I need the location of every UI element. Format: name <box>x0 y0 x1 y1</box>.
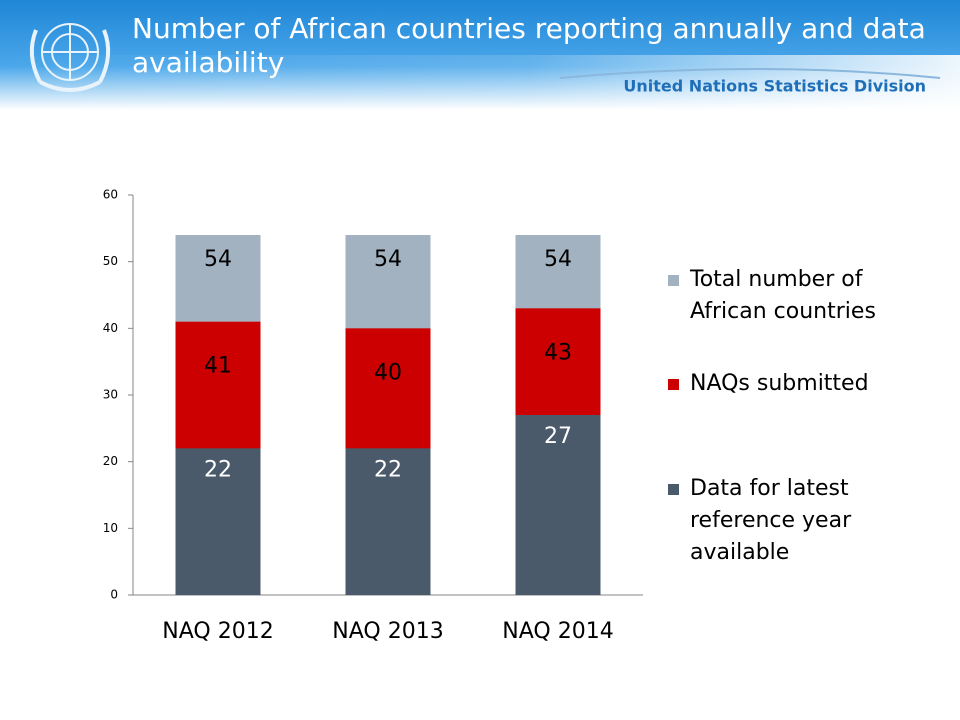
x-tick-label: NAQ 2012 <box>162 619 273 644</box>
chart-title: Number of African countries reporting an… <box>132 12 926 79</box>
y-tick-label: 0 <box>110 588 118 602</box>
y-tick-label: 10 <box>103 521 118 535</box>
x-tick-label: NAQ 2014 <box>502 619 613 644</box>
data-label: 27 <box>544 424 572 449</box>
data-label: 22 <box>204 457 232 482</box>
x-tick-label: NAQ 2013 <box>332 619 443 644</box>
data-label: 43 <box>544 340 572 365</box>
y-tick-label: 20 <box>103 454 118 468</box>
header-fade <box>0 55 960 110</box>
legend-swatch <box>668 484 679 495</box>
bar <box>175 448 261 595</box>
organization: United Nations Statistics Division <box>623 77 926 96</box>
legend-swatch <box>668 379 679 390</box>
bar <box>345 448 431 595</box>
data-label: 54 <box>374 247 402 272</box>
data-label: 41 <box>204 354 232 379</box>
swoosh <box>559 68 941 79</box>
y-tick-label: 40 <box>103 321 118 335</box>
bar <box>515 415 601 595</box>
legend-label: Total number of African countries <box>689 267 876 324</box>
un-logo <box>29 23 111 92</box>
data-label: 54 <box>544 247 572 272</box>
legend-label: NAQs submitted <box>690 371 869 396</box>
data-label: 40 <box>374 360 402 385</box>
legend-swatch <box>668 275 679 286</box>
y-tick-label: 60 <box>103 188 118 202</box>
y-tick-label: 50 <box>103 254 118 268</box>
data-label: 22 <box>374 457 402 482</box>
y-tick-label: 30 <box>103 388 118 402</box>
legend-label: Data for latest reference year available <box>690 476 852 565</box>
data-label: 54 <box>204 247 232 272</box>
